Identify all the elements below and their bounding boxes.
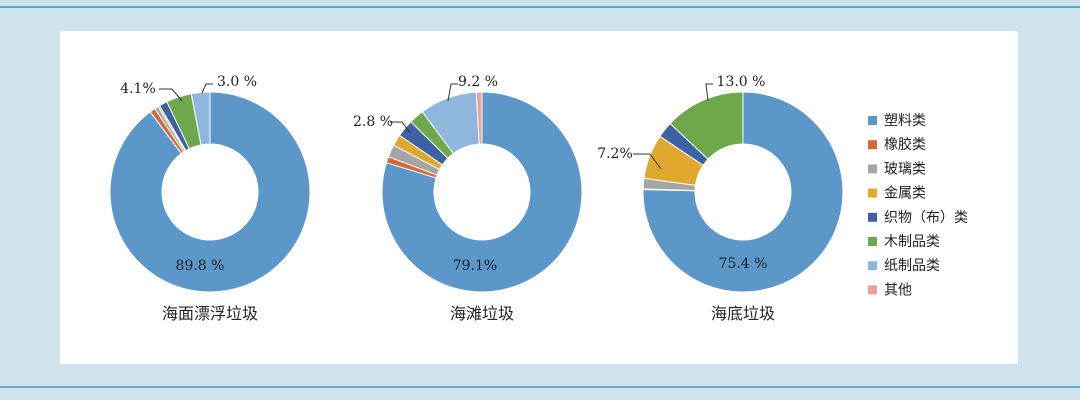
legend-swatch [868, 140, 877, 150]
legend-label: 木制品类 [884, 234, 940, 250]
legend-label: 塑料类 [884, 113, 926, 129]
legend-swatch [868, 285, 877, 295]
legend-label: 金属类 [884, 186, 926, 202]
legend-label: 其他 [884, 282, 912, 298]
donut-chart-3: 75.4 % 7.2% 13.0 % 海底垃圾 [597, 74, 844, 323]
data-label: 79.1% [453, 258, 497, 274]
bottom-rule [0, 386, 1080, 388]
leader-line [390, 121, 411, 134]
slice-塑料类 [109, 91, 311, 293]
top-rule [0, 6, 1080, 8]
legend-label: 玻璃类 [884, 160, 926, 177]
leader-line [633, 153, 662, 170]
legend-swatch [868, 237, 877, 246]
slice-塑料类 [381, 91, 583, 293]
leader-line [447, 83, 458, 102]
legend-swatch [868, 261, 877, 271]
data-label: 2.8 % [353, 114, 393, 130]
legend-swatch [868, 188, 877, 198]
leader-line [201, 83, 213, 94]
chart-caption: 海底垃圾 [711, 304, 775, 323]
data-label: 4.1% [120, 81, 156, 97]
chart-caption: 海滩垃圾 [450, 304, 514, 323]
chart-caption: 海面漂浮垃圾 [162, 304, 258, 323]
legend-label: 织物（布）类 [884, 210, 968, 226]
data-label: 75.4 % [719, 256, 768, 272]
data-label: 89.8 % [176, 258, 225, 274]
data-label: 3.0 % [217, 74, 257, 90]
data-label: 13.0 % [717, 74, 766, 90]
legend-swatch [868, 164, 877, 174]
donut-charts-svg: 89.8 % 4.1% 3.0 % 海面漂浮垃圾 79.1% 2.8 % 9.2 % 海滩垃圾… [109, 74, 968, 323]
legend-label: 纸制品类 [884, 258, 940, 274]
legend-swatch [868, 212, 877, 222]
legend-label: 橡胶类 [884, 136, 926, 153]
slice-塑料类 [642, 91, 844, 293]
donut-chart-2: 79.1% 2.8 % 9.2 % 海滩垃圾 [353, 74, 583, 323]
leader-line [705, 83, 713, 102]
data-label: 7.2% [597, 146, 633, 162]
leader-line [159, 88, 183, 102]
slice-纸制品类 [190, 91, 211, 146]
data-label: 9.2 % [458, 74, 498, 90]
chart-panel: 89.8 % 4.1% 3.0 % 海面漂浮垃圾 79.1% 2.8 % 9.2 % 海滩垃圾… [60, 31, 1018, 364]
legend-swatch [868, 116, 877, 125]
donut-chart-1: 89.8 % 4.1% 3.0 % 海面漂浮垃圾 [109, 74, 311, 323]
slice-其他 [475, 91, 483, 145]
slice-木制品类 [669, 91, 744, 160]
